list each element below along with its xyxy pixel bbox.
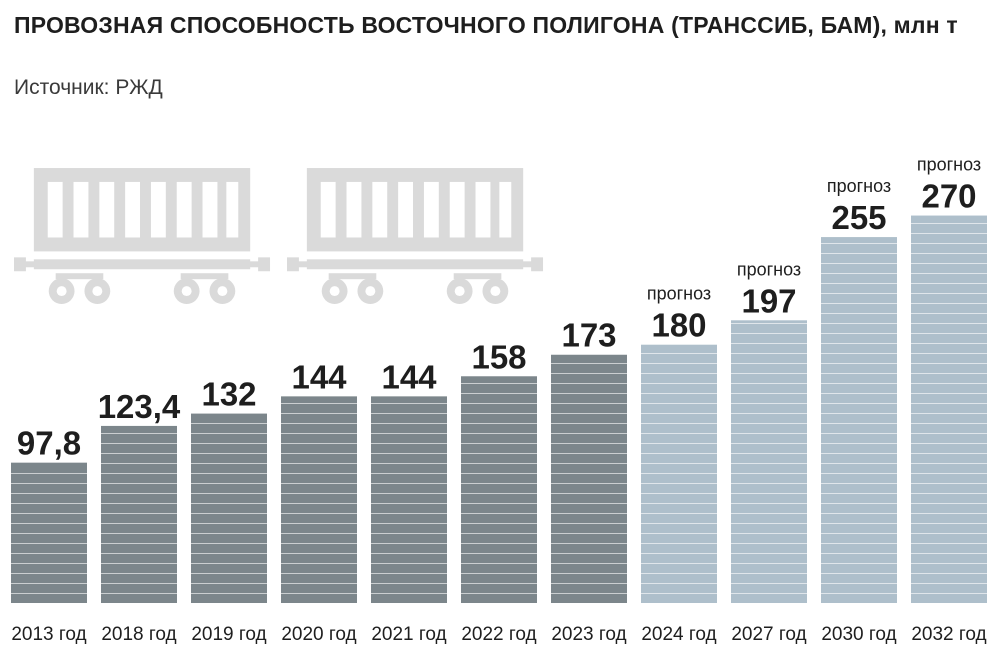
bar-stripes bbox=[371, 403, 447, 594]
forecast-label: прогноз bbox=[917, 155, 981, 175]
bar bbox=[461, 376, 537, 603]
bar-stripes bbox=[281, 403, 357, 594]
value-label: 255 bbox=[831, 199, 886, 236]
category-label: 2019 год bbox=[191, 624, 266, 645]
forecast-label: прогноз bbox=[827, 176, 891, 196]
value-label: 132 bbox=[201, 376, 256, 413]
category-label: 2018 год bbox=[101, 624, 176, 645]
bar-stripes bbox=[11, 473, 87, 594]
value-label: 97,8 bbox=[17, 425, 81, 462]
category-label: 2032 год bbox=[911, 624, 986, 645]
bar-stripes bbox=[641, 353, 717, 594]
bar-stripes bbox=[551, 363, 627, 594]
forecast-label: прогноз bbox=[737, 259, 801, 279]
bar-group: 2032 год 270 прогноз bbox=[911, 155, 987, 645]
bar-stripes bbox=[191, 423, 267, 594]
bar-stripes bbox=[911, 223, 987, 594]
bar bbox=[191, 413, 267, 603]
category-label: 2023 год bbox=[551, 624, 626, 645]
bar-stripes bbox=[461, 383, 537, 594]
category-label: 2022 год bbox=[461, 624, 536, 645]
freight-wagon-icon bbox=[14, 168, 271, 304]
bar bbox=[281, 396, 357, 603]
forecast-label: прогноз bbox=[647, 284, 711, 304]
bar-group: 2018 год 123,4 bbox=[98, 388, 181, 645]
bar bbox=[731, 320, 807, 603]
bar-group: 2024 год 180 прогноз bbox=[641, 284, 717, 645]
value-label: 197 bbox=[741, 282, 796, 319]
bar-group: 2030 год 255 прогноз bbox=[821, 176, 897, 645]
bar-group: 2019 год 132 bbox=[191, 376, 267, 645]
bar bbox=[551, 354, 627, 603]
value-label: 123,4 bbox=[98, 388, 181, 425]
bar bbox=[11, 462, 87, 603]
chart-source: Источник: РЖД bbox=[14, 76, 163, 99]
bar-group: 2020 год 144 bbox=[281, 358, 357, 645]
bar-group: 2023 год 173 bbox=[551, 317, 627, 645]
bar-stripes bbox=[101, 433, 177, 594]
bar bbox=[101, 425, 177, 603]
value-label: 158 bbox=[471, 338, 526, 375]
bar-stripes bbox=[821, 243, 897, 594]
bar-group: 2022 год 158 bbox=[461, 338, 537, 645]
bar bbox=[821, 237, 897, 603]
bar-group: 2013 год 97,8 bbox=[11, 425, 87, 645]
bar-group: 2021 год 144 bbox=[371, 358, 447, 645]
bar bbox=[911, 215, 987, 604]
bar-group: 2027 год 197 прогноз bbox=[731, 259, 807, 645]
category-label: 2030 год bbox=[821, 624, 896, 645]
category-label: 2024 год bbox=[641, 624, 716, 645]
chart-title: ПРОВОЗНАЯ СПОСОБНОСТЬ ВОСТОЧНОГО ПОЛИГОН… bbox=[14, 12, 958, 38]
category-label: 2013 год bbox=[11, 624, 86, 645]
category-label: 2020 год bbox=[281, 624, 356, 645]
category-label: 2027 год bbox=[731, 624, 806, 645]
value-label: 180 bbox=[651, 307, 706, 344]
value-label: 144 bbox=[291, 358, 347, 395]
category-label: 2021 год bbox=[371, 624, 446, 645]
value-label: 144 bbox=[381, 358, 437, 395]
bar-stripes bbox=[731, 323, 807, 594]
bar bbox=[371, 396, 447, 603]
value-label: 270 bbox=[921, 178, 976, 215]
freight-wagon-icon bbox=[287, 168, 544, 304]
value-label: 173 bbox=[561, 317, 616, 354]
